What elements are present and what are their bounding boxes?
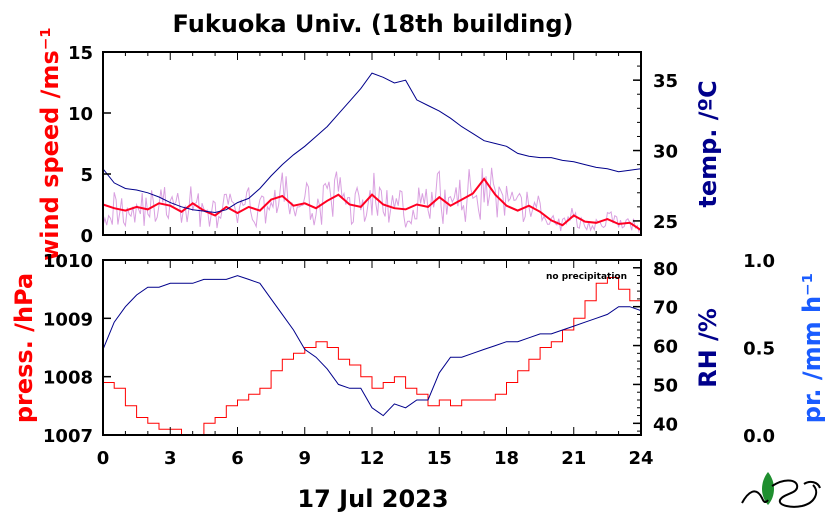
temp-tick-label: 25 [653, 212, 678, 233]
top-series [102, 72, 642, 233]
rh-axis-label: RH /% [694, 308, 722, 388]
bottom-series [102, 275, 642, 436]
chart-title: Fukuoka Univ. (18th building) [173, 10, 574, 38]
pressure-tick-label: 1009 [43, 309, 93, 330]
bottom-plot-frame [102, 259, 642, 436]
temp-tick-label: 35 [653, 71, 678, 92]
wind-axis-label: wind speed /ms⁻¹ [36, 27, 64, 261]
wind-raw-line [102, 167, 640, 233]
wind-tick-label: 10 [68, 104, 93, 125]
x-tick-label: 18 [494, 448, 519, 469]
rh-tick-label: 40 [653, 414, 678, 435]
mes-logo [741, 472, 821, 508]
wind-speed-line [102, 177, 642, 231]
logo-stroke-2 [771, 479, 818, 508]
x-tick-label: 21 [561, 448, 586, 469]
logo-leaf [762, 472, 774, 505]
logo-stroke-1 [741, 490, 769, 504]
wind-tick-label: 0 [80, 226, 93, 247]
rh-tick-label: 60 [653, 337, 678, 358]
pressure-tick-label: 1010 [43, 251, 93, 272]
precip-tick-label: 0.0 [743, 426, 775, 447]
pressure-tick-label: 1008 [43, 368, 93, 389]
temperature-line [102, 72, 642, 214]
x-tick-label: 0 [97, 448, 110, 469]
date-label: 17 Jul 2023 [297, 485, 448, 513]
x-tick-label: 24 [628, 448, 653, 469]
rh-tick-label: 80 [653, 259, 678, 280]
pressure-line [103, 277, 642, 436]
wind-tick-label: 15 [68, 43, 93, 64]
top-ticks: 0 5 10 15 25 30 35 [68, 43, 678, 247]
precip-tick-label: 1.0 [743, 251, 775, 272]
bottom-ticks: 1007 1008 1009 1010 40 50 60 70 80 0.0 0.5 1.0 0 3 6 9 1… [43, 251, 775, 469]
pressure-tick-label: 1007 [43, 426, 93, 447]
precip-tick-label: 0.5 [743, 339, 775, 360]
top-panel: 0 5 10 15 25 30 35 wind speed /ms⁻¹ temp. /ºC [36, 27, 722, 261]
temp-axis-label: temp. /ºC [694, 80, 722, 207]
temp-tick-label: 30 [653, 142, 678, 163]
pressure-axis-label: press. /hPa [10, 273, 38, 423]
rh-tick-label: 70 [653, 298, 678, 319]
wind-tick-label: 5 [80, 165, 93, 186]
x-tick-label: 15 [427, 448, 452, 469]
bottom-panel: 1007 1008 1009 1010 40 50 60 70 80 0.0 0.5 1.0 0 3 6 9 1… [10, 251, 826, 469]
precip-axis-label: pr. /mm h⁻¹ [798, 273, 826, 423]
x-tick-label: 6 [231, 448, 244, 469]
x-tick-label: 12 [359, 448, 384, 469]
x-tick-label: 3 [164, 448, 177, 469]
precip-note: no precipitation [546, 272, 627, 282]
x-tick-label: 9 [298, 448, 311, 469]
logo-stroke-3 [803, 480, 821, 489]
rh-line [102, 275, 642, 417]
rh-tick-label: 50 [653, 375, 678, 396]
